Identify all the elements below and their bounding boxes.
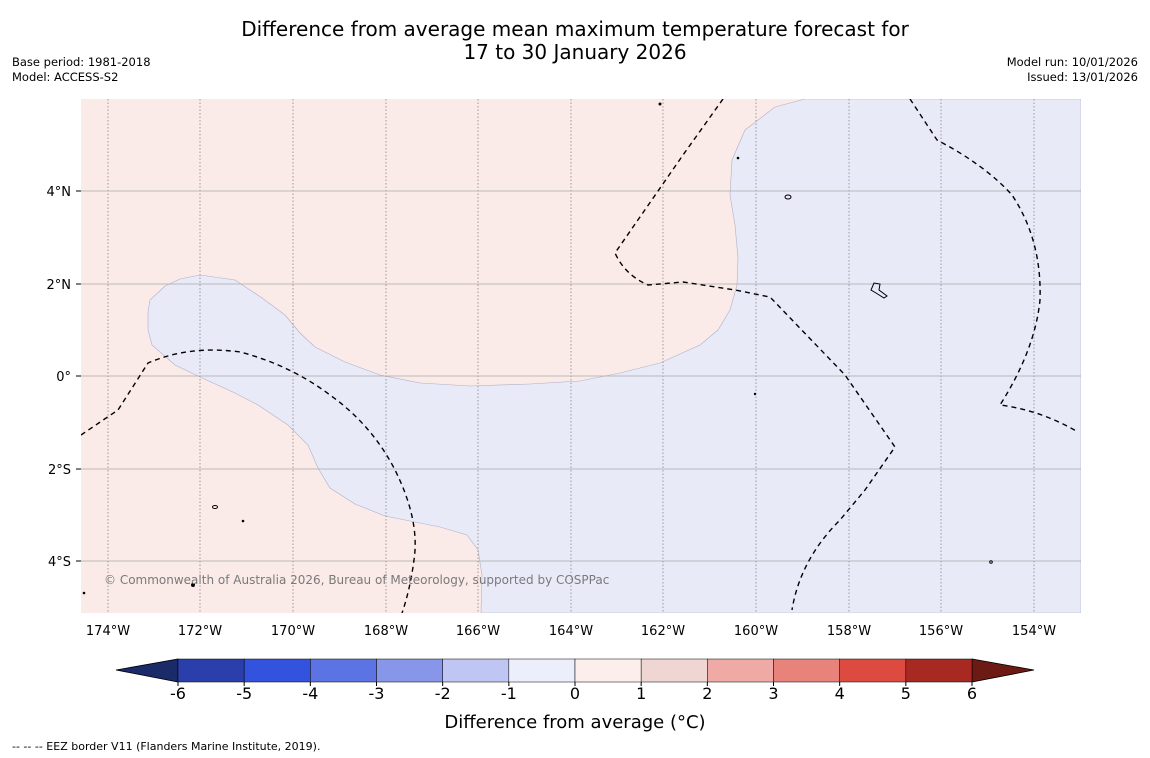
eez-border	[909, 99, 1079, 433]
island	[753, 392, 757, 396]
colorbar-label: Difference from average (°C)	[444, 712, 705, 733]
lat-tick-label: 4°N	[47, 185, 72, 200]
colorbar-tick-label: -1	[501, 684, 517, 703]
colorbar-segment	[905, 658, 973, 683]
island	[212, 505, 218, 509]
island	[870, 282, 888, 299]
lon-tick-label: 174°W	[86, 624, 130, 639]
island	[82, 591, 86, 595]
colorbar-tick-label: -6	[170, 684, 186, 703]
eez-border	[614, 99, 896, 611]
colorbar-tick-label: -5	[236, 684, 252, 703]
colorbar-segment	[773, 658, 840, 683]
model-run: Model run: 10/01/2026	[1006, 55, 1138, 69]
eez-legend-note: -- -- -- EEZ border V11 (Flanders Marine…	[12, 740, 321, 753]
colorbar-segment	[376, 658, 443, 683]
colorbar-tick-label: -2	[435, 684, 451, 703]
meta-left: Base period: 1981-2018 Model: ACCESS-S2	[12, 55, 151, 85]
issued-date: Issued: 13/01/2026	[1027, 70, 1138, 84]
lon-axis: 174°W 172°W 170°W 168°W 166°W 164°W 162°…	[86, 624, 1056, 639]
map-area	[81, 99, 1081, 613]
colorbar-segment	[640, 658, 708, 683]
colorbar-segment	[177, 658, 245, 683]
island	[241, 519, 245, 523]
island	[784, 194, 792, 200]
colorbar-segment	[310, 658, 377, 683]
lon-tick-label: 170°W	[271, 624, 315, 639]
title-line-2: 17 to 30 January 2026	[463, 40, 687, 64]
colorbar-segment	[442, 658, 510, 683]
colorbar-segments	[177, 658, 973, 683]
eez-border	[81, 349, 416, 613]
islands	[82, 102, 993, 595]
cool-anomaly-region	[147, 99, 1081, 613]
colorbar-tick-label: 1	[636, 684, 646, 703]
lon-tick-label: 160°W	[734, 624, 778, 639]
colorbar-tick-label: 3	[768, 684, 778, 703]
chart-title: Difference from average mean maximum tem…	[0, 18, 1150, 64]
lat-axis: 4°N 2°N 0° 2°S 4°S	[47, 185, 81, 570]
colorbar-tick-label: 5	[901, 684, 911, 703]
lon-tick-label: 156°W	[919, 624, 963, 639]
lon-tick-label: 166°W	[456, 624, 500, 639]
colorbar-tick-label: 4	[835, 684, 845, 703]
lat-tick-label: 4°S	[48, 555, 71, 570]
colorbar-tick-label: 2	[702, 684, 712, 703]
island	[658, 102, 662, 106]
colorbar-segment	[574, 658, 642, 683]
colorbar-segment	[243, 658, 311, 683]
lon-tick-label: 162°W	[641, 624, 685, 639]
colorbar-segment	[839, 658, 907, 683]
lat-tick-label: 2°S	[48, 463, 71, 478]
lon-tick-label: 158°W	[827, 624, 871, 639]
graticule	[81, 99, 1081, 613]
island	[736, 156, 740, 160]
lat-tick-label: 2°N	[47, 278, 72, 293]
colorbar-under-arrow	[115, 658, 179, 683]
colorbar-over-arrow	[971, 658, 1035, 683]
lon-tick-label: 164°W	[549, 624, 593, 639]
lat-tick-label: 0°	[56, 370, 71, 385]
colorbar-ticks: -6 -5 -4 -3 -2 -1 0 1 2 3 4 5 6	[170, 682, 977, 703]
colorbar-tick-label: -4	[302, 684, 318, 703]
title-line-1: Difference from average mean maximum tem…	[241, 17, 909, 41]
colorbar-tick-label: 0	[570, 684, 580, 703]
meta-right: Model run: 10/01/2026 Issued: 13/01/2026	[1007, 55, 1138, 85]
lon-tick-label: 172°W	[178, 624, 222, 639]
island	[989, 560, 993, 564]
eez-borders	[81, 99, 1079, 613]
colorbar-tick-label: 6	[967, 684, 977, 703]
colorbar: -6 -5 -4 -3 -2 -1 0 1 2 3 4 5 6 Difference from aver…	[115, 658, 1035, 733]
base-period: Base period: 1981-2018	[12, 55, 151, 69]
lon-tick-label: 168°W	[364, 624, 408, 639]
colorbar-tick-label: -3	[369, 684, 385, 703]
lon-tick-label: 154°W	[1012, 624, 1056, 639]
copyright-notice: © Commonwealth of Australia 2026, Bureau…	[104, 573, 609, 587]
colorbar-segment	[707, 658, 774, 683]
model-name: Model: ACCESS-S2	[12, 70, 119, 84]
colorbar-segment	[508, 658, 576, 683]
island	[191, 583, 195, 587]
